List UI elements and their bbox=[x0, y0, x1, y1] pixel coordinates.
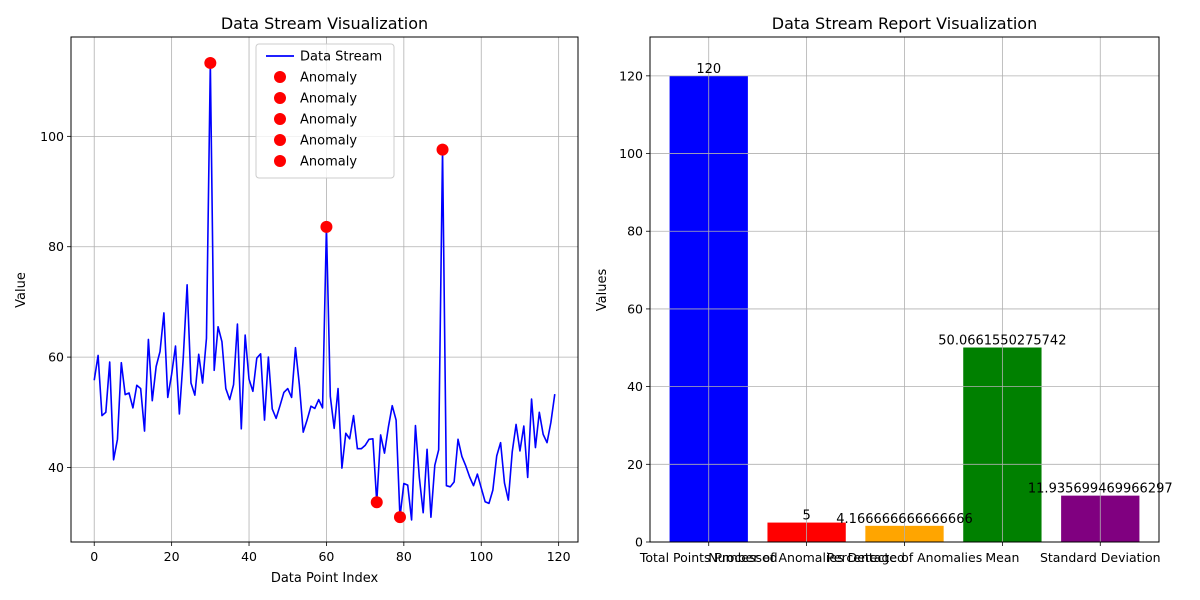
line-chart-plot-area bbox=[93, 56, 556, 524]
bar-value-label: 120 bbox=[696, 62, 721, 77]
bar-chart-title: Data Stream Report Visualization bbox=[772, 14, 1037, 33]
bar-value-label: 11.935699469966297 bbox=[1028, 482, 1173, 497]
y-tick-label: 20 bbox=[627, 457, 643, 472]
line-chart-legend: Data Stream Anomaly Anomaly Anomaly Anomaly A… bbox=[255, 43, 395, 179]
legend-label: Anomaly bbox=[300, 92, 357, 107]
bar-chart-y-axis-title: Values bbox=[595, 269, 610, 312]
x-tick-label: 20 bbox=[164, 549, 180, 564]
legend-label: Anomaly bbox=[300, 71, 357, 86]
legend-marker-swatch bbox=[274, 155, 286, 167]
x-tick-label: 100 bbox=[469, 549, 493, 564]
anomaly-marker bbox=[204, 56, 217, 69]
line-chart: Data Stream Visualization 0 20 40 60 80 100 12… bbox=[14, 14, 579, 586]
anomaly-marker bbox=[320, 220, 333, 233]
x-tick-label: Total Points Processed bbox=[639, 550, 778, 565]
bar-chart-y-axis-ticks: 0 20 40 60 80 100 120 bbox=[619, 68, 650, 550]
bar-chart-grid bbox=[650, 37, 1159, 543]
x-tick-label: Mean bbox=[985, 550, 1019, 565]
legend-box bbox=[255, 43, 395, 179]
x-tick-label: Number of Anomalies Detected bbox=[708, 550, 905, 565]
legend-marker-swatch bbox=[274, 134, 286, 146]
bar-value-label: 5 bbox=[802, 509, 810, 524]
anomaly-marker bbox=[436, 143, 449, 156]
x-tick-label: 40 bbox=[241, 549, 257, 564]
y-tick-label: 40 bbox=[627, 379, 643, 394]
legend-label: Anomaly bbox=[300, 113, 357, 128]
bar-value-label: 4.166666666666666 bbox=[836, 512, 972, 527]
line-chart-x-axis-title: Data Point Index bbox=[271, 571, 379, 586]
y-tick-label: 60 bbox=[627, 301, 643, 316]
x-tick-label: 60 bbox=[318, 549, 334, 564]
legend-label: Anomaly bbox=[300, 155, 357, 170]
bar-chart-value-labels: 120 5 4.166666666666666 50.0661550275742 11.… bbox=[696, 62, 1172, 527]
x-tick-label: 0 bbox=[90, 549, 98, 564]
anomaly-marker bbox=[393, 511, 406, 524]
bar-value-label: 50.0661550275742 bbox=[938, 334, 1066, 349]
y-tick-label: 120 bbox=[619, 68, 643, 83]
bar-chart: Data Stream Report Visualization 0 20 40 60… bbox=[595, 14, 1173, 565]
data-stream-line bbox=[93, 62, 556, 521]
x-tick-label: Standard Deviation bbox=[1040, 550, 1161, 565]
line-chart-y-axis-ticks: 40 60 80 100 bbox=[40, 129, 71, 475]
line-chart-title: Data Stream Visualization bbox=[221, 14, 428, 33]
legend-marker-swatch bbox=[274, 113, 286, 125]
legend-label: Anomaly bbox=[300, 134, 357, 149]
y-tick-label: 100 bbox=[619, 146, 643, 161]
y-tick-label: 0 bbox=[635, 535, 643, 550]
line-chart-frame bbox=[70, 36, 579, 543]
bar-chart-frame bbox=[649, 36, 1160, 543]
x-tick-label: 120 bbox=[547, 549, 571, 564]
anomaly-marker bbox=[370, 496, 383, 509]
x-tick-label: 80 bbox=[396, 549, 412, 564]
x-tick-label: Percentage of Anomalies bbox=[827, 550, 982, 565]
legend-marker-swatch bbox=[274, 92, 286, 104]
line-chart-x-axis-ticks: 0 20 40 60 80 100 120 bbox=[90, 542, 571, 564]
y-tick-label: 80 bbox=[627, 224, 643, 239]
line-chart-grid bbox=[71, 37, 578, 542]
y-tick-label: 60 bbox=[48, 350, 64, 365]
line-chart-y-axis-title: Value bbox=[14, 272, 29, 308]
legend-marker-swatch bbox=[274, 71, 286, 83]
y-tick-label: 40 bbox=[48, 460, 64, 475]
legend-label: Data Stream bbox=[300, 50, 382, 65]
y-tick-label: 100 bbox=[40, 129, 64, 144]
y-tick-label: 80 bbox=[48, 239, 64, 254]
